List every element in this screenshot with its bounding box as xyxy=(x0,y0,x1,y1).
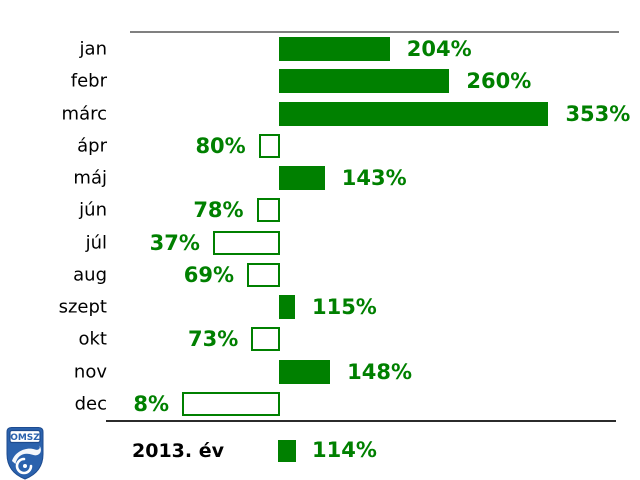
value-label: 37% xyxy=(149,230,200,255)
omsz-logo-text: OMSZ xyxy=(10,433,40,443)
chart-row-jún: jún 78% xyxy=(0,194,640,226)
chart-row-máj: máj 143% xyxy=(0,162,640,194)
chart-row-márc: márc 353% xyxy=(0,98,640,130)
chart-row-jan: jan 204% xyxy=(0,33,640,65)
value-label: 69% xyxy=(183,262,234,287)
month-label: máj xyxy=(73,167,107,189)
chart-row-júl: júl 37% xyxy=(0,227,640,259)
value-label: 8% xyxy=(133,391,170,416)
value-label: 143% xyxy=(341,166,407,191)
value-label: 80% xyxy=(195,133,246,158)
chart-row-szept: szept 115% xyxy=(0,291,640,323)
month-label: dec xyxy=(74,393,107,415)
chart-row-febr: febr 260% xyxy=(0,65,640,97)
chart-row-aug: aug 69% xyxy=(0,259,640,291)
month-label: márc xyxy=(61,103,107,125)
legend-year-label: 2013. év xyxy=(132,440,224,462)
month-label: ápr xyxy=(77,135,107,157)
chart-row-nov: nov 148% xyxy=(0,356,640,388)
axis-bottom-rule xyxy=(106,420,616,422)
bar-filled xyxy=(279,166,325,190)
value-label: 204% xyxy=(406,37,472,62)
legend-value-label: 114% xyxy=(312,438,377,462)
bar-outline xyxy=(256,198,280,223)
month-label: febr xyxy=(70,70,107,92)
month-label: okt xyxy=(78,328,108,350)
bar-outline xyxy=(258,133,280,158)
bar-filled xyxy=(279,69,450,94)
chart-row-okt: okt 73% xyxy=(0,323,640,355)
bar-outline xyxy=(182,391,280,416)
value-label: 260% xyxy=(466,69,532,94)
value-label: 148% xyxy=(347,359,412,384)
value-label: 353% xyxy=(565,101,631,126)
value-label: 78% xyxy=(193,198,244,223)
bar-filled xyxy=(279,101,549,126)
month-label: jan xyxy=(79,38,107,60)
chart-row-dec: dec 8% xyxy=(0,388,640,420)
legend-color-swatch xyxy=(278,440,296,462)
bar-filled xyxy=(279,295,295,319)
month-label: júl xyxy=(85,232,107,254)
month-label: nov xyxy=(73,361,107,383)
omsz-logo-icon: OMSZ xyxy=(6,427,44,480)
month-label: aug xyxy=(73,264,107,286)
axis-top-rule xyxy=(130,31,619,33)
bar-filled xyxy=(279,359,331,384)
bar-outline xyxy=(212,230,280,255)
value-label: 73% xyxy=(187,327,239,352)
month-label: szept xyxy=(58,296,107,318)
bar-outline xyxy=(246,262,280,287)
bar-outline xyxy=(251,327,280,352)
chart-row-ápr: ápr 80% xyxy=(0,130,640,162)
value-label: 115% xyxy=(311,295,377,320)
bar-filled xyxy=(279,37,390,61)
month-label: jún xyxy=(79,199,107,221)
